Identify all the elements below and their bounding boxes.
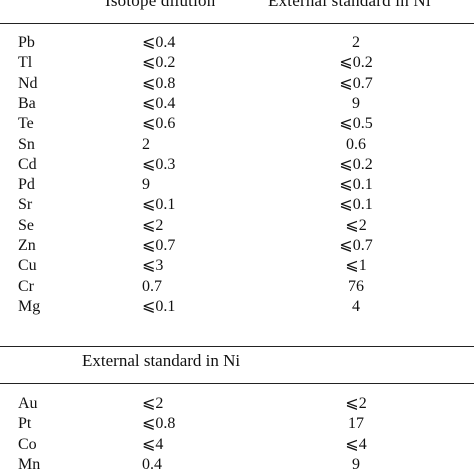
element-symbol: Cd (18, 155, 37, 173)
table-row: Nd ⩽0.8 ⩽0.7 (0, 73, 474, 95)
isotope-dilution-value: 2 (142, 135, 150, 153)
table-row: Au ⩽2 ⩽2 (0, 393, 474, 415)
isotope-dilution-value: ⩽0.8 (142, 74, 176, 92)
isotope-dilution-value: 0.4 (142, 455, 162, 473)
section-2-title: External standard in Ni (82, 351, 241, 370)
element-symbol: Zn (18, 237, 36, 254)
table-row: Cu ⩽3 ⩽1 (0, 255, 474, 277)
table-row: Pb ⩽0.4 2 (0, 32, 474, 54)
table-row: Mg ⩽0.1 4 (0, 296, 474, 318)
table-row: Sr ⩽0.1 ⩽0.1 (0, 194, 474, 216)
isotope-dilution-value: ⩽2 (142, 216, 164, 234)
table-row: Zn ⩽0.7 ⩽0.7 (0, 235, 474, 257)
external-standard-value: ⩽1 (345, 257, 367, 275)
external-standard-value: ⩽0.2 (339, 155, 373, 173)
external-standard-value: ⩽0.1 (339, 196, 373, 214)
external-standard-value: ⩽0.5 (339, 115, 373, 133)
external-standard-value: 2 (352, 34, 360, 51)
isotope-dilution-value: ⩽0.7 (142, 237, 176, 254)
element-symbol: Mg (18, 297, 41, 315)
external-standard-value: ⩽0.7 (339, 237, 373, 254)
isotope-dilution-value: ⩽0.6 (142, 115, 176, 133)
isotope-dilution-value: ⩽3 (142, 257, 164, 275)
isotope-dilution-value: ⩽0.3 (142, 155, 176, 173)
element-symbol: Nd (18, 74, 38, 92)
element-symbol: Pd (18, 176, 35, 194)
table-row: Sn 2 0.6 (0, 134, 474, 156)
table-row: Tl ⩽0.2 ⩽0.2 (0, 52, 474, 74)
isotope-dilution-value: ⩽0.4 (142, 94, 176, 112)
element-symbol: Sn (18, 135, 35, 153)
table-row: Mn 0.4 9 (0, 454, 474, 474)
isotope-dilution-value: ⩽0.1 (142, 196, 176, 214)
external-standard-value: ⩽0.1 (339, 176, 373, 194)
isotope-dilution-value: 9 (142, 176, 150, 194)
element-symbol: Cu (18, 257, 37, 275)
section-2-rule (0, 383, 474, 384)
isotope-dilution-value: ⩽0.8 (142, 415, 176, 433)
element-symbol: Cr (18, 277, 34, 295)
external-standard-value: ⩽0.2 (339, 54, 373, 72)
element-symbol: Pb (18, 34, 35, 51)
table-row: Ba ⩽0.4 9 (0, 93, 474, 115)
table-row: Se ⩽2 ⩽2 (0, 215, 474, 237)
external-standard-value: 9 (352, 455, 360, 473)
isotope-dilution-value: ⩽0.1 (142, 297, 176, 315)
table-row: Cr 0.7 76 (0, 276, 474, 298)
external-standard-value: 76 (348, 277, 364, 295)
element-symbol: Co (18, 435, 37, 453)
isotope-dilution-value: ⩽0.2 (142, 54, 176, 72)
external-standard-value: ⩽2 (345, 216, 367, 234)
external-standard-value: ⩽4 (345, 435, 367, 453)
table-row: Pt ⩽0.8 17 (0, 413, 474, 435)
header-rule (0, 23, 474, 24)
external-standard-value: ⩽2 (345, 395, 367, 412)
external-standard-value: 17 (348, 415, 364, 433)
isotope-dilution-value: ⩽0.4 (142, 34, 176, 51)
table-row: Te ⩽0.6 ⩽0.5 (0, 113, 474, 135)
element-symbol: Te (18, 115, 34, 133)
element-symbol: Tl (18, 54, 33, 72)
isotope-dilution-value: ⩽2 (142, 395, 164, 412)
element-symbol: Se (18, 216, 34, 234)
element-symbol: Pt (18, 415, 32, 433)
isotope-dilution-value: 0.7 (142, 277, 162, 295)
table-row: Cd ⩽0.3 ⩽0.2 (0, 154, 474, 176)
isotope-dilution-value: ⩽4 (142, 435, 164, 453)
external-standard-value: 9 (352, 94, 360, 112)
table-row: Pd 9 ⩽0.1 (0, 174, 474, 196)
element-symbol: Sr (18, 196, 33, 214)
element-symbol: Ba (18, 94, 36, 112)
element-symbol: Au (18, 395, 38, 412)
table-row: Co ⩽4 ⩽4 (0, 434, 474, 456)
external-standard-value: 0.6 (346, 135, 366, 153)
external-standard-value: ⩽0.7 (339, 74, 373, 92)
column-header-external-standard: External standard in Ni (268, 0, 431, 10)
section-divider-rule (0, 346, 474, 347)
external-standard-value: 4 (352, 297, 360, 315)
column-header-isotope-dilution: Isotope dilution (105, 0, 216, 10)
element-symbol: Mn (18, 455, 41, 473)
